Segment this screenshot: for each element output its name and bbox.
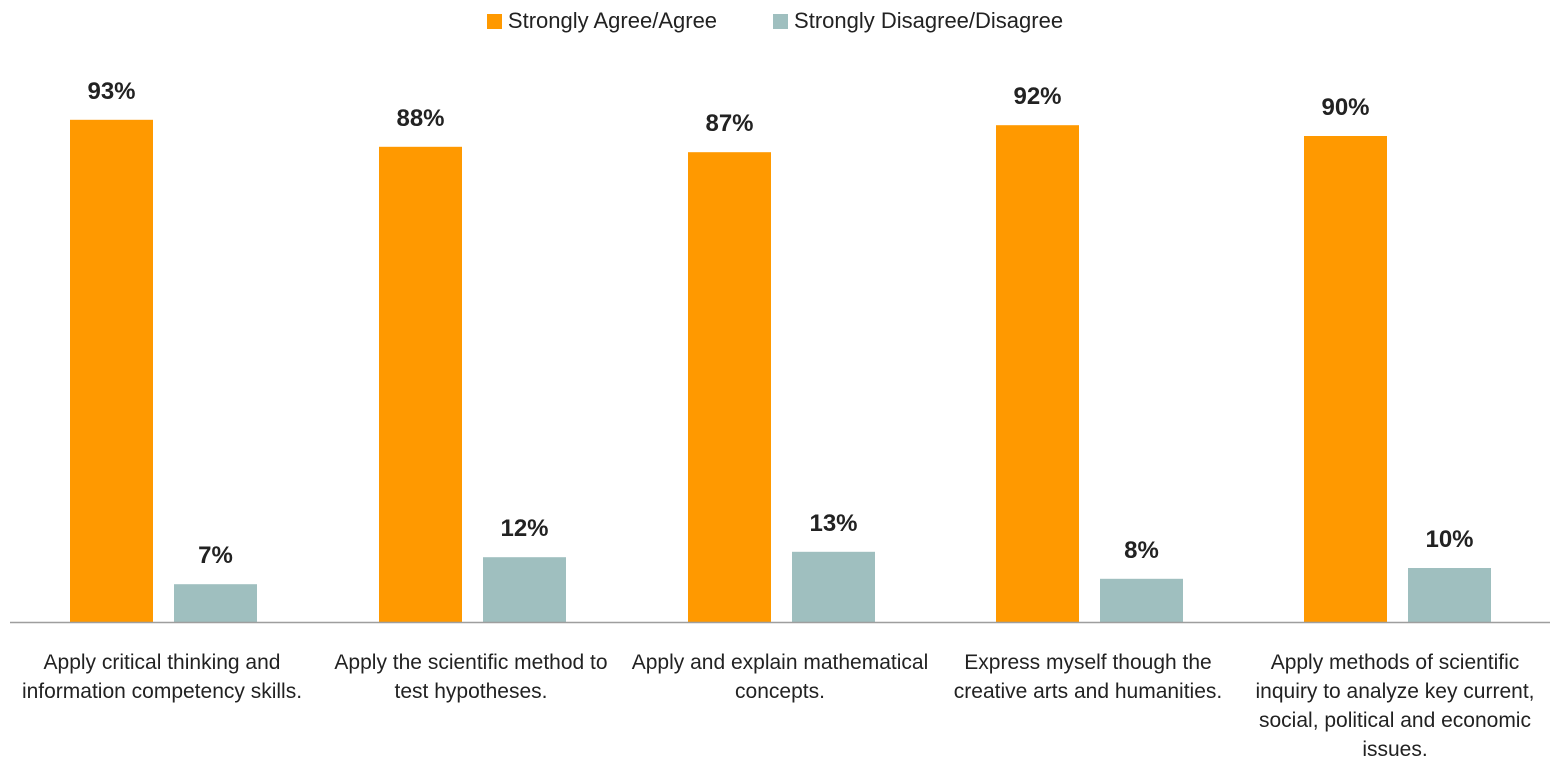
bar-agree-3 xyxy=(688,152,771,622)
bar-disagree-1 xyxy=(174,584,257,622)
data-label-disagree-5: 10% xyxy=(1425,526,1473,553)
plot-area: 93% 7% 88% 12% 87% 13% 92% 8% 90% 10% xyxy=(10,78,1550,624)
data-label-agree-2: 88% xyxy=(396,105,444,132)
data-label-agree-4: 92% xyxy=(1013,83,1061,110)
bar-agree-2 xyxy=(379,146,462,623)
bars-group: 93% 7% 88% 12% 87% 13% 92% 8% 90% 10% xyxy=(70,78,1491,623)
category-label-1: Apply critical thinking and information … xyxy=(21,651,303,703)
category-label-2: Apply the scientific method to test hypo… xyxy=(334,651,608,703)
data-label-disagree-3: 13% xyxy=(809,510,857,537)
bar-agree-1 xyxy=(70,119,153,623)
legend-label-agree: Strongly Agree/Agree xyxy=(507,8,718,33)
bar-agree-5 xyxy=(1304,136,1387,622)
category-label-4: Express myself though the creative arts … xyxy=(953,651,1223,703)
legend: Strongly Agree/Agree Strongly Disagree/D… xyxy=(0,8,1550,34)
legend-label-disagree: Strongly Disagree/Disagree xyxy=(794,8,1064,33)
bar-disagree-4 xyxy=(1100,578,1183,622)
legend-swatch-agree xyxy=(486,13,502,29)
data-label-disagree-4: 8% xyxy=(1124,537,1159,564)
bar-agree-4 xyxy=(996,125,1079,622)
category-label-3: Apply and explain mathematical concepts. xyxy=(631,651,929,703)
category-label-5: Apply methods of scientific inquiry to a… xyxy=(1255,651,1535,761)
data-label-agree-5: 90% xyxy=(1321,94,1369,121)
data-label-disagree-2: 12% xyxy=(500,515,548,542)
legend-item-agree: Strongly Agree/Agree xyxy=(486,8,718,34)
legend-swatch-disagree xyxy=(773,13,789,29)
data-label-agree-3: 87% xyxy=(705,110,753,137)
bar-disagree-3 xyxy=(792,551,875,622)
bar-disagree-5 xyxy=(1408,568,1491,622)
legend-item-disagree: Strongly Disagree/Disagree xyxy=(773,8,1063,34)
bar-disagree-2 xyxy=(483,557,566,622)
data-label-agree-1: 93% xyxy=(87,78,135,105)
data-label-disagree-1: 7% xyxy=(198,542,233,569)
